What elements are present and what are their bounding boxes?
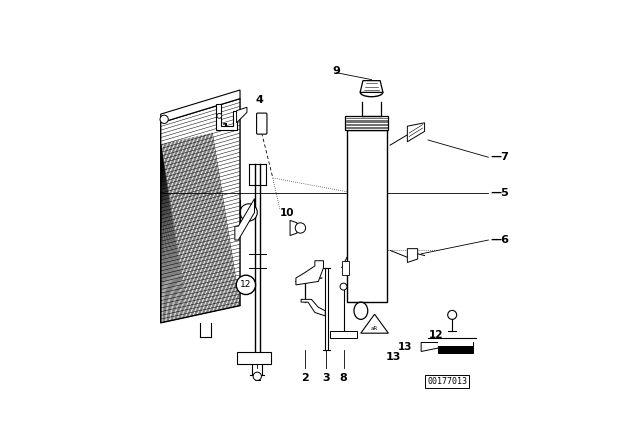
- Polygon shape: [296, 261, 323, 285]
- Polygon shape: [237, 352, 271, 364]
- FancyBboxPatch shape: [257, 113, 267, 134]
- Polygon shape: [438, 342, 473, 353]
- Polygon shape: [301, 299, 325, 316]
- Text: 1: 1: [253, 373, 261, 383]
- Polygon shape: [421, 342, 438, 352]
- Polygon shape: [330, 332, 357, 338]
- Ellipse shape: [360, 88, 383, 97]
- Ellipse shape: [354, 302, 368, 319]
- Polygon shape: [360, 81, 383, 92]
- Polygon shape: [290, 220, 297, 236]
- FancyBboxPatch shape: [424, 375, 469, 388]
- Polygon shape: [407, 249, 418, 263]
- Text: 12: 12: [240, 280, 252, 289]
- Polygon shape: [216, 104, 237, 129]
- Polygon shape: [161, 99, 240, 323]
- Circle shape: [448, 310, 457, 319]
- Text: 11: 11: [215, 123, 230, 133]
- Text: 10: 10: [279, 207, 294, 218]
- Text: aR: aR: [371, 326, 378, 331]
- Text: —5: —5: [490, 189, 509, 198]
- Polygon shape: [438, 342, 473, 346]
- Text: 3: 3: [323, 373, 330, 383]
- Circle shape: [240, 204, 257, 221]
- Polygon shape: [237, 107, 247, 123]
- Text: —6: —6: [490, 235, 509, 245]
- Circle shape: [160, 115, 168, 124]
- Text: 4: 4: [255, 95, 264, 105]
- Polygon shape: [235, 198, 255, 240]
- Circle shape: [295, 223, 305, 233]
- Circle shape: [340, 283, 347, 290]
- Polygon shape: [342, 261, 349, 275]
- Text: 00177013: 00177013: [427, 377, 467, 386]
- Polygon shape: [347, 129, 387, 302]
- Text: 13: 13: [398, 342, 413, 352]
- Text: 2: 2: [301, 373, 308, 383]
- Text: 8: 8: [340, 373, 348, 383]
- Polygon shape: [161, 90, 240, 123]
- Polygon shape: [407, 123, 424, 142]
- Polygon shape: [361, 314, 388, 333]
- Text: 9: 9: [333, 66, 340, 76]
- Text: —7: —7: [490, 152, 509, 162]
- Polygon shape: [345, 116, 388, 129]
- Circle shape: [217, 113, 221, 118]
- Circle shape: [253, 372, 261, 380]
- Text: 12: 12: [429, 330, 444, 340]
- Text: 13: 13: [386, 352, 401, 362]
- Circle shape: [236, 275, 255, 294]
